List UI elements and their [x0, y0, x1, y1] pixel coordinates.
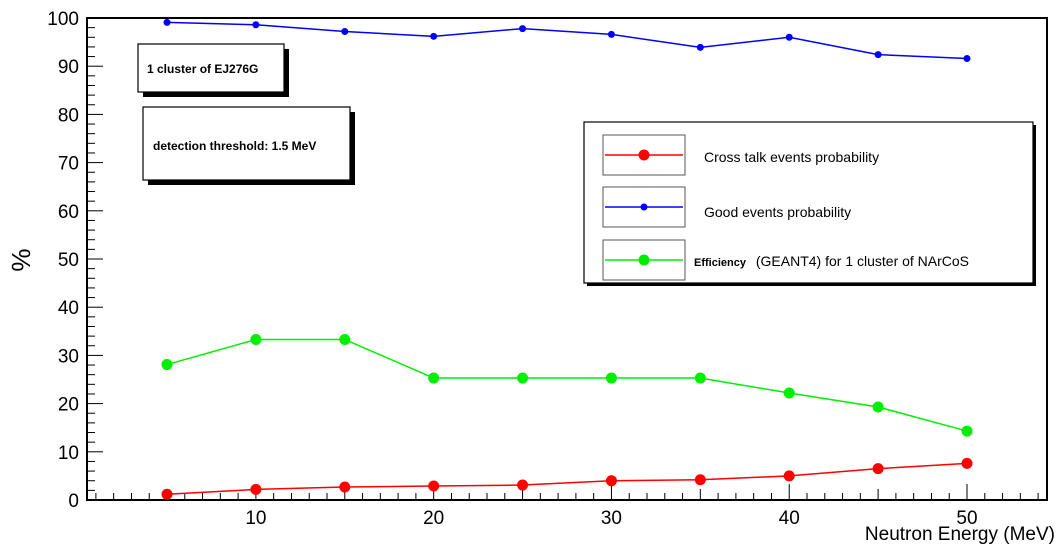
y-axis-title: % [6, 248, 36, 271]
data-point-1 [519, 25, 527, 33]
y-tick-label: 100 [47, 9, 79, 30]
legend-label-efficiency-bold: Efficiency [694, 257, 747, 269]
y-tick-label: 30 [58, 346, 79, 367]
x-tick-label: 50 [956, 508, 977, 529]
data-point-2 [872, 401, 884, 413]
legend-sample-marker-1 [640, 203, 648, 211]
data-point-1 [607, 30, 615, 38]
legend-label-crosstalk: Cross talk events probability [704, 149, 879, 165]
plot-area [161, 18, 973, 500]
data-point-1 [430, 32, 438, 40]
data-point-2 [428, 372, 440, 384]
y-tick-label: 60 [58, 202, 79, 223]
legend-sample-marker-0 [638, 149, 650, 161]
x-tick-label: 10 [245, 508, 266, 529]
series-line-1 [166, 21, 968, 60]
x-axis-title: Neutron Energy (MeV) [865, 524, 1055, 545]
data-point-2 [694, 372, 706, 384]
y-tick-label: 80 [58, 105, 79, 126]
data-point-0 [250, 483, 262, 495]
axes: 0 10 20 30 40 50 60 70 80 90 100 10 20 30 40 50 [47, 9, 1048, 529]
legend-label-efficiency-rest: (GEANT4) for 1 cluster of NArCoS [756, 253, 969, 269]
legend-label-good: Good events probability [704, 204, 851, 220]
data-point-1 [252, 21, 260, 29]
data-point-2 [783, 387, 795, 399]
y-tick-label: 70 [58, 154, 79, 175]
data-point-0 [694, 474, 706, 486]
x-tick-label: 30 [601, 508, 622, 529]
data-point-0 [961, 457, 973, 469]
data-point-2 [339, 333, 351, 345]
y-tick-label: 10 [58, 443, 79, 464]
legend: Cross talk events probability Good event… [583, 121, 1036, 286]
data-point-0 [872, 463, 884, 475]
y-tick-label: 50 [58, 250, 79, 271]
annotation-cluster-text: 1 cluster of EJ276G [147, 62, 258, 76]
data-point-2 [250, 333, 262, 345]
data-point-0 [517, 479, 529, 491]
data-point-1 [163, 18, 171, 26]
data-point-2 [517, 372, 529, 384]
annotation-box-threshold: detection threshold: 1.5 MeV [142, 106, 355, 185]
data-point-1 [341, 27, 349, 35]
y-tick-label: 40 [58, 298, 79, 319]
data-point-2 [161, 359, 173, 371]
series-line-2 [166, 338, 968, 432]
data-point-0 [605, 475, 617, 487]
data-point-2 [605, 372, 617, 384]
annotation-box-cluster: 1 cluster of EJ276G [137, 43, 289, 97]
data-point-1 [696, 43, 704, 51]
data-point-0 [161, 488, 173, 500]
legend-entries [602, 134, 686, 281]
legend-label-efficiency: Efficiency (GEANT4) for 1 cluster of NAr… [694, 253, 969, 269]
data-point-1 [963, 54, 971, 62]
data-point-2 [961, 425, 973, 437]
x-tick-label: 40 [779, 508, 800, 529]
data-point-0 [783, 470, 795, 482]
data-point-1 [874, 51, 882, 59]
legend-sample-marker-2 [638, 254, 650, 266]
x-tick-label: 20 [423, 508, 444, 529]
data-point-1 [785, 33, 793, 41]
annotation-threshold-text: detection threshold: 1.5 MeV [153, 139, 316, 153]
series-line-0 [166, 462, 968, 495]
data-point-0 [428, 480, 440, 492]
y-tick-label: 90 [58, 57, 79, 78]
data-point-0 [339, 481, 351, 493]
y-tick-label: 20 [58, 395, 79, 416]
y-tick-label: 0 [68, 491, 79, 512]
